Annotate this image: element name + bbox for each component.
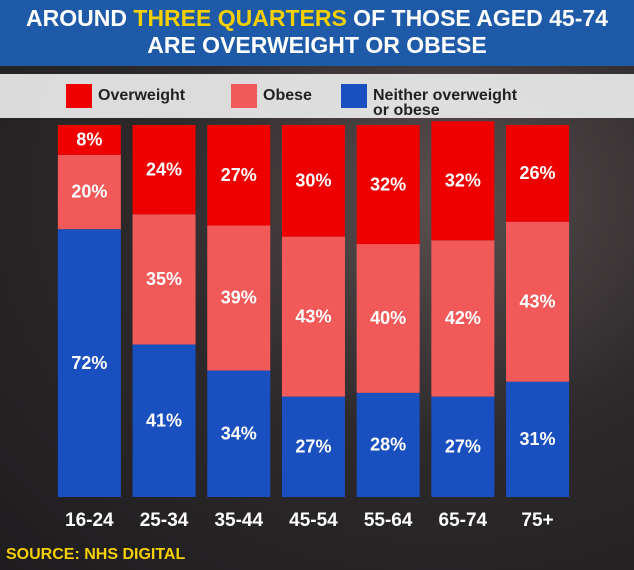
data-label: 41% [146, 410, 182, 430]
legend-item: Overweight [66, 84, 185, 108]
bar-segment [356, 125, 420, 245]
data-label: 27% [221, 165, 257, 185]
source: SOURCE: NHS DIGITAL [6, 546, 186, 563]
bar-segment [57, 229, 121, 497]
bar-segment [431, 396, 495, 497]
bar-segment [132, 125, 196, 215]
bar-segment [132, 214, 196, 345]
legend-label: Overweight [98, 87, 186, 104]
bar-segment [431, 240, 495, 397]
legend-item: Neither overweight or obese [341, 84, 523, 119]
legend-label: Obese [263, 87, 312, 104]
x-tick-label: 75+ [521, 510, 553, 531]
bar-segment [281, 125, 345, 237]
data-label: 30% [295, 171, 331, 191]
bar-segment [506, 381, 570, 497]
legend-swatch [341, 84, 367, 108]
data-label: 27% [295, 437, 331, 457]
bar-segment [281, 236, 345, 397]
bar-segment [281, 396, 345, 497]
data-label: 28% [370, 435, 406, 455]
title-highlight: THREE QUARTERS [133, 5, 347, 31]
data-label: 34% [221, 424, 257, 444]
data-label: 27% [445, 437, 481, 457]
bar-segment [506, 125, 570, 222]
data-label: 39% [221, 288, 257, 308]
x-tick-label: 16-24 [65, 510, 114, 531]
data-label: 26% [520, 163, 556, 183]
data-label: 42% [445, 308, 481, 328]
chart-title: AROUND THREE QUARTERS OF THOSE AGED 45-7… [26, 5, 608, 58]
data-label: 43% [295, 306, 331, 326]
data-label: 32% [370, 174, 406, 194]
legend-swatch [231, 84, 257, 108]
bar-segment [506, 221, 570, 382]
bar-segment [207, 125, 271, 226]
bar-segment [207, 225, 271, 371]
x-tick-label: 45-54 [289, 510, 338, 531]
legend: Overweight Obese Neither overweight or obe… [0, 74, 634, 119]
x-tick-label: 65-74 [439, 510, 488, 531]
x-tick-label: 55-64 [364, 510, 413, 531]
x-tick-label: 25-34 [140, 510, 189, 531]
bar-segment [431, 121, 495, 241]
data-label: 40% [370, 308, 406, 328]
bar-segment [356, 244, 420, 393]
data-label: 20% [71, 182, 107, 202]
legend-item: Obese [231, 84, 312, 108]
data-label: 35% [146, 269, 182, 289]
data-label: 32% [445, 171, 481, 191]
bar-segment [207, 370, 271, 497]
header-band [0, 0, 634, 66]
bar-segment [57, 125, 121, 155]
data-label: 43% [520, 291, 556, 311]
data-label: 31% [520, 429, 556, 449]
legend-swatch [66, 84, 92, 108]
data-label: 8% [76, 130, 102, 150]
x-tick-label: 35-44 [214, 510, 263, 531]
data-label: 72% [71, 353, 107, 373]
data-label: 24% [146, 159, 182, 179]
bar-segment [57, 154, 121, 230]
bar-segment [356, 392, 420, 497]
legend-label: Neither overweight or obese [373, 87, 518, 119]
bar-segment [132, 344, 196, 497]
